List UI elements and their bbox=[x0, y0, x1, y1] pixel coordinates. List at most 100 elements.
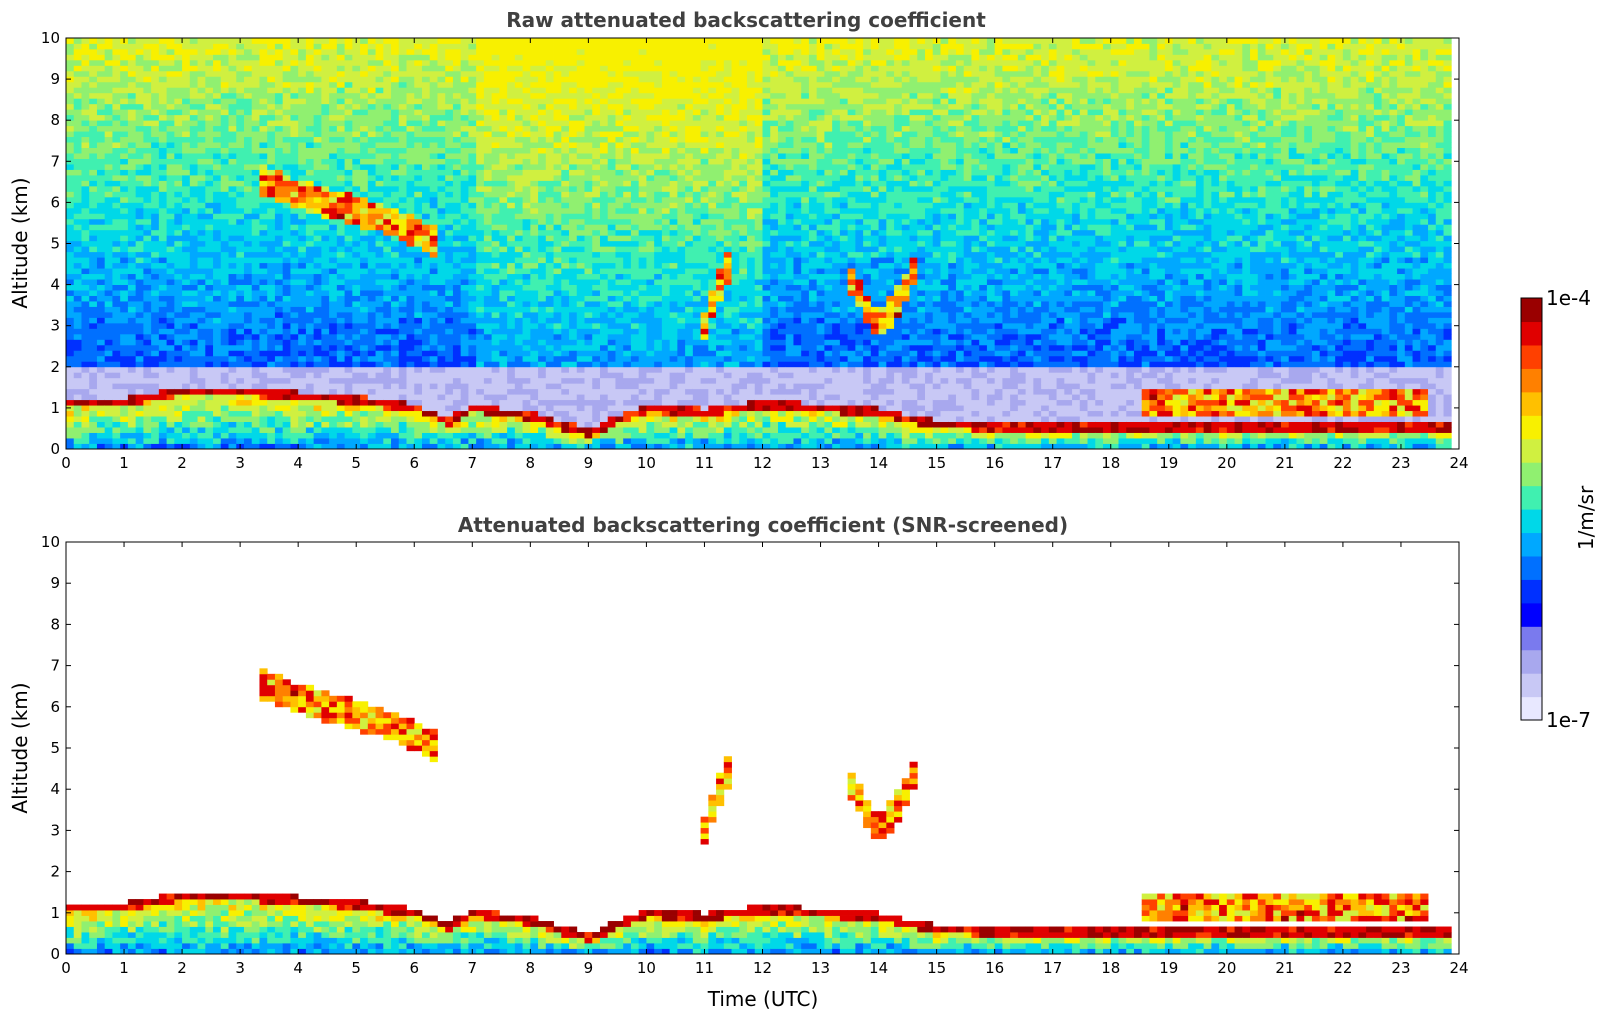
heat-cell bbox=[514, 92, 523, 99]
heat-cell bbox=[452, 372, 462, 379]
heat-cell bbox=[182, 202, 191, 209]
heat-cell bbox=[367, 432, 376, 439]
heat-cell bbox=[259, 377, 268, 384]
heat-cell bbox=[429, 164, 438, 170]
heat-cell bbox=[259, 405, 268, 412]
heat-cell bbox=[321, 185, 330, 192]
heat-cell bbox=[236, 333, 245, 340]
heat-cell bbox=[174, 372, 183, 379]
heat-cell bbox=[336, 131, 345, 138]
heat-cell bbox=[251, 202, 260, 209]
heat-cell bbox=[452, 257, 462, 264]
heat-cell bbox=[360, 388, 369, 395]
heat-cell bbox=[81, 295, 90, 302]
heat-cell bbox=[174, 427, 183, 433]
heat-cell bbox=[383, 246, 392, 253]
heat-cell bbox=[205, 312, 214, 318]
heat-cell bbox=[305, 65, 315, 72]
heat-cell bbox=[151, 394, 160, 401]
heat-cell bbox=[561, 76, 570, 83]
heat-cell bbox=[507, 246, 516, 253]
heat-cell bbox=[151, 273, 160, 280]
heat-cell bbox=[321, 92, 330, 99]
heat-cell bbox=[251, 350, 260, 357]
heat-cell bbox=[220, 59, 229, 66]
heat-cell bbox=[360, 377, 369, 384]
heat-cell bbox=[383, 224, 392, 231]
heat-cell bbox=[112, 268, 121, 275]
heat-cell bbox=[182, 279, 191, 285]
heat-cell bbox=[213, 306, 222, 313]
heat-cell bbox=[545, 43, 554, 50]
heat-cell bbox=[329, 142, 338, 148]
heat-cell bbox=[499, 339, 508, 346]
heat-cell bbox=[120, 196, 129, 203]
heat-cell bbox=[530, 251, 539, 258]
heat-cell bbox=[321, 131, 330, 138]
heat-cell bbox=[143, 383, 152, 390]
heat-cell bbox=[104, 355, 113, 362]
heat-cell bbox=[414, 87, 423, 94]
heat-cell bbox=[491, 59, 500, 66]
heat-cell bbox=[205, 355, 214, 362]
heat-cell bbox=[104, 279, 113, 285]
heat-cell bbox=[414, 98, 423, 105]
heat-cell bbox=[89, 317, 98, 324]
heat-cell bbox=[251, 76, 260, 83]
heat-cell bbox=[213, 235, 222, 242]
heat-cell bbox=[321, 164, 330, 170]
heat-cell bbox=[383, 421, 392, 428]
heat-cell bbox=[406, 377, 415, 384]
heat-cell bbox=[220, 361, 229, 368]
heat-cell bbox=[243, 317, 253, 324]
heat-cell bbox=[344, 421, 353, 428]
heat-cell bbox=[174, 92, 183, 99]
heat-cell bbox=[305, 372, 315, 379]
heat-cell bbox=[398, 240, 407, 247]
heat-cell bbox=[421, 213, 431, 220]
heat-cell bbox=[298, 125, 307, 132]
heat-cell bbox=[151, 410, 160, 417]
heat-cell bbox=[189, 443, 198, 450]
heat-cell bbox=[120, 142, 129, 148]
heat-cell bbox=[112, 257, 121, 264]
heat-cell bbox=[352, 262, 361, 269]
heat-cell bbox=[282, 432, 291, 439]
heat-cell bbox=[391, 125, 400, 132]
heat-cell bbox=[561, 136, 570, 143]
heat-cell bbox=[336, 180, 345, 187]
heat-cell bbox=[530, 125, 539, 132]
heat-cell bbox=[476, 333, 485, 340]
heat-cell bbox=[313, 43, 322, 50]
heat-cell bbox=[213, 410, 222, 417]
heat-cell bbox=[189, 306, 198, 313]
heat-cell bbox=[429, 344, 438, 351]
heat-cell bbox=[429, 114, 438, 121]
heat-cell bbox=[421, 405, 431, 412]
heat-cell bbox=[127, 70, 137, 77]
heat-cell bbox=[383, 158, 392, 165]
heat-cell bbox=[228, 251, 237, 258]
heat-cell bbox=[243, 410, 253, 417]
heat-cell bbox=[375, 366, 384, 373]
heat-cell bbox=[476, 306, 485, 313]
heat-cell bbox=[460, 355, 469, 362]
heat-cell bbox=[414, 103, 423, 110]
heat-cell bbox=[143, 361, 152, 368]
heat-cell bbox=[174, 48, 183, 55]
heat-cell bbox=[553, 322, 562, 329]
heat-cell bbox=[66, 268, 75, 275]
heat-cell bbox=[507, 70, 516, 77]
heat-cell bbox=[553, 213, 562, 220]
heat-cell bbox=[81, 70, 90, 77]
heat-cell bbox=[135, 295, 144, 302]
heat-cell bbox=[267, 394, 276, 401]
heat-cell bbox=[406, 158, 415, 165]
heat-cell bbox=[174, 38, 183, 44]
heat-cell bbox=[499, 312, 508, 318]
heat-cell bbox=[158, 202, 168, 209]
heat-cell bbox=[522, 268, 531, 275]
heat-cell bbox=[336, 355, 345, 362]
heat-cell bbox=[491, 383, 500, 390]
